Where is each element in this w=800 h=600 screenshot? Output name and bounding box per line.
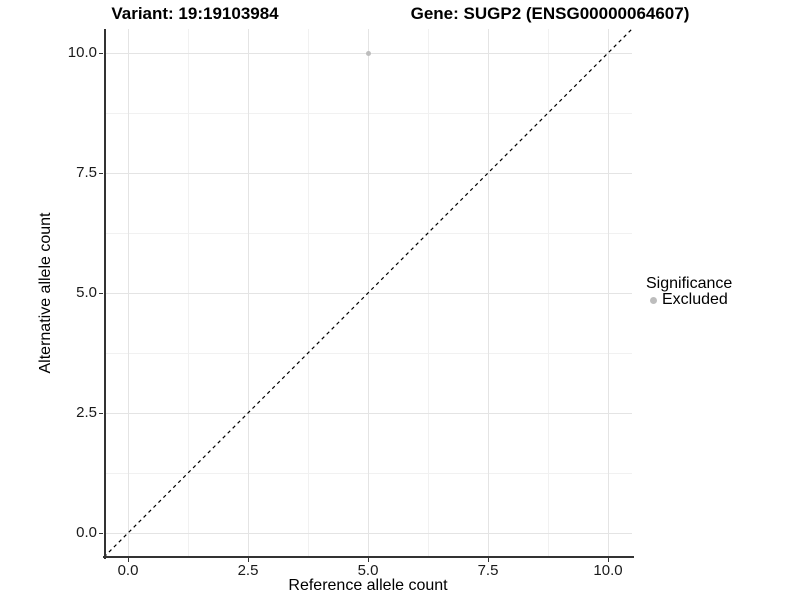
x-tick-mark: [247, 558, 249, 562]
x-tick-label: 7.5: [477, 562, 499, 579]
y-tick-label: 7.5: [76, 164, 97, 181]
y-tick-label: 10.0: [67, 44, 97, 61]
plot-panel: [104, 29, 632, 557]
legend: Significance Excluded: [646, 275, 732, 308]
y-axis-line: [104, 29, 106, 559]
x-tick-mark: [127, 558, 129, 562]
legend-title: Significance: [646, 275, 733, 292]
x-tick-label: 2.5: [237, 562, 259, 579]
identity-reference-line: [104, 29, 632, 557]
x-axis-title: Reference allele count: [288, 577, 448, 594]
x-axis-line: [103, 556, 634, 558]
x-tick-label: 5.0: [357, 562, 379, 579]
y-tick-mark: [99, 532, 103, 534]
gridline-major-horizontal: [104, 532, 632, 534]
y-tick-mark: [99, 52, 103, 54]
y-axis-title: Alternative allele count: [37, 212, 54, 374]
x-tick-mark: [607, 558, 609, 562]
y-tick-label: 0.0: [76, 524, 97, 541]
legend-item-excluded: Excluded: [646, 292, 732, 308]
y-tick-mark: [99, 292, 103, 294]
y-tick-mark: [99, 172, 103, 174]
y-tick-label: 2.5: [76, 404, 97, 421]
gene-title: Gene: SUGP2 (ENSG00000064607): [410, 4, 690, 23]
x-tick-label: 0.0: [117, 562, 139, 579]
x-tick-mark: [367, 558, 369, 562]
y-tick-label: 5.0: [76, 284, 97, 301]
legend-item-label: Excluded: [662, 291, 728, 308]
gridline-major-horizontal: [104, 412, 632, 414]
x-tick-label: 10.0: [593, 562, 623, 579]
data-point: [365, 50, 371, 56]
gridline-major-horizontal: [104, 172, 632, 174]
x-tick-mark: [487, 558, 489, 562]
y-tick-mark: [99, 412, 103, 414]
legend-point-icon: [650, 296, 657, 304]
variant-title: Variant: 19:19103984: [111, 4, 279, 23]
